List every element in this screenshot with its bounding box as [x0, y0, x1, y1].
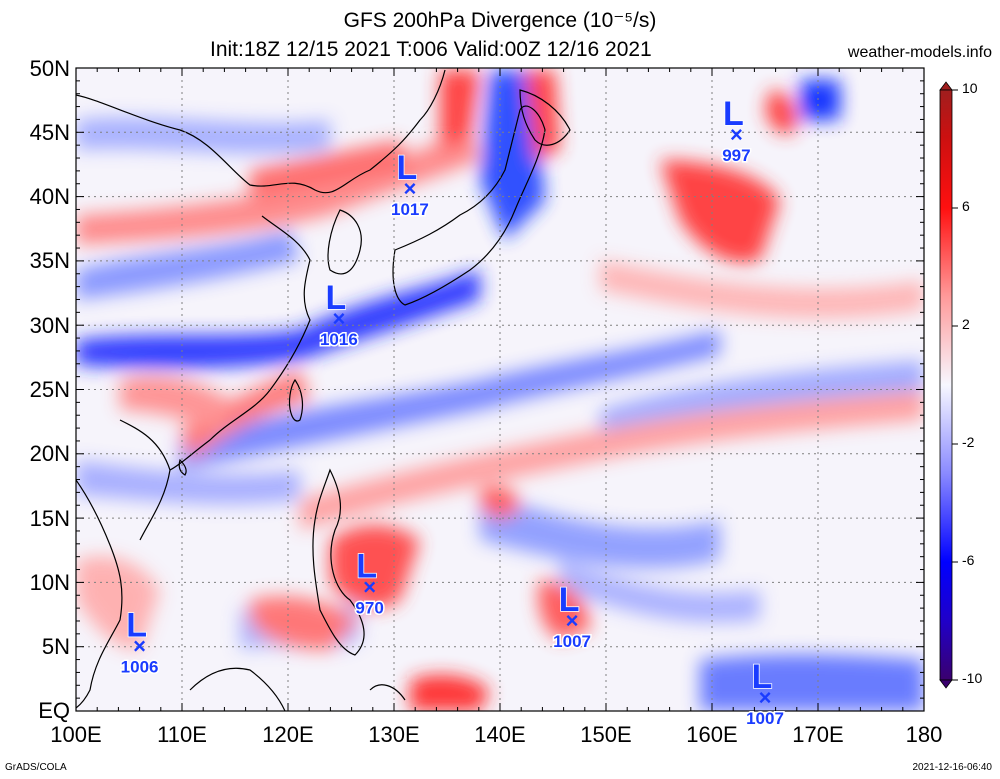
lon-label: 120E — [262, 722, 314, 747]
lat-label: 25N — [29, 377, 70, 402]
lat-label: EQ — [38, 698, 70, 723]
colorbar-bottom-arrow — [939, 679, 953, 689]
low-letter: L — [356, 548, 377, 586]
lon-label: 160E — [686, 722, 738, 747]
colorbar-label: 6 — [962, 198, 970, 214]
colorbar-label: -10 — [962, 670, 983, 686]
low-letter: L — [559, 581, 580, 619]
footer-timestamp: 2021-12-16-06:40 — [912, 762, 992, 773]
low-pressure-marker: L×1007 — [552, 580, 593, 652]
low-center-x: × — [133, 634, 146, 659]
low-pressure-marker: L×1017 — [389, 148, 430, 220]
lat-label: 45N — [29, 120, 70, 145]
site-label: weather-models.info — [847, 44, 992, 61]
lat-label: 5N — [41, 634, 70, 659]
footer-credit: GrADS/COLA — [5, 762, 67, 773]
low-pressure-marker: L×1006 — [119, 606, 160, 678]
low-center-x: × — [332, 306, 345, 331]
low-letter: L — [723, 95, 744, 133]
low-pressure-value: 1017 — [391, 200, 429, 219]
low-pressure-marker: L×1016 — [318, 278, 359, 350]
low-pressure-value: 1006 — [121, 658, 159, 677]
low-pressure-value: 970 — [355, 599, 383, 618]
divergence-field — [76, 68, 924, 711]
low-center-x: × — [363, 575, 376, 600]
lon-label: 150E — [580, 722, 632, 747]
lon-label: 100E — [50, 722, 102, 747]
graticule — [76, 68, 924, 711]
lat-label: 50N — [29, 56, 70, 81]
low-pressure-value: 1016 — [320, 330, 358, 349]
low-pressure-value: 1007 — [553, 632, 591, 651]
low-center-x: × — [566, 608, 579, 633]
low-pressure-marker: L×997 — [721, 94, 752, 166]
colorbar-label: 10 — [962, 80, 978, 96]
low-letter: L — [752, 658, 773, 696]
colorbar-scale — [939, 89, 953, 681]
map-title: GFS 200hPa Divergence (10⁻⁵/s) — [343, 9, 657, 32]
lon-label: 130E — [368, 722, 420, 747]
low-center-x: × — [403, 176, 416, 201]
lon-label: 170E — [792, 722, 844, 747]
lon-label: 110E — [157, 722, 207, 747]
map-subtitle: Init:18Z 12/15 2021 T:006 Valid:00Z 12/1… — [210, 38, 652, 61]
lat-label: 35N — [29, 248, 70, 273]
lat-label: 20N — [29, 441, 70, 466]
colorbar-label: -6 — [962, 552, 975, 568]
low-center-x: × — [759, 685, 772, 710]
lon-label: 140E — [474, 722, 526, 747]
low-letter: L — [325, 279, 346, 317]
low-pressure-value: 997 — [722, 146, 750, 165]
axis-ticks — [75, 67, 925, 712]
lat-label: 10N — [29, 570, 70, 595]
low-pressure-marker: L×1007 — [745, 657, 786, 729]
lon-label: 180 — [905, 722, 943, 747]
low-pressure-value: 1007 — [746, 709, 784, 728]
coastlines — [76, 69, 571, 711]
colorbar-label: 2 — [962, 316, 970, 332]
lat-label: 15N — [29, 506, 70, 531]
colorbar-label: -2 — [962, 434, 975, 450]
colorbar-top-arrow — [939, 81, 953, 91]
low-letter: L — [126, 607, 147, 645]
low-center-x: × — [730, 122, 743, 147]
colorbar — [939, 81, 958, 689]
lat-label: 30N — [29, 313, 70, 338]
low-letter: L — [397, 149, 418, 187]
low-pressure-marker: L×970 — [354, 547, 385, 619]
lat-label: 40N — [29, 184, 70, 209]
